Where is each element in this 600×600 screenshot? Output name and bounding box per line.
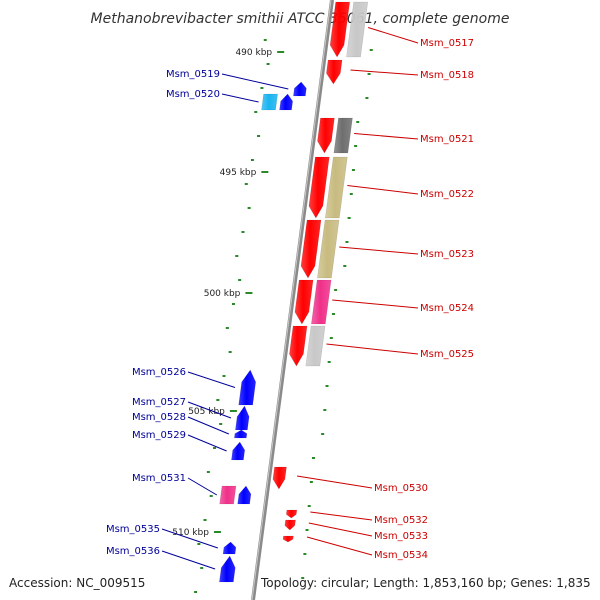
forward-gene-label[interactable]: Msm_0530	[374, 483, 428, 494]
forward-gene-label[interactable]: Msm_0521	[420, 134, 474, 145]
reverse-gene-label[interactable]: Msm_0527	[132, 397, 186, 408]
forward-gene-leader	[306, 536, 373, 556]
reverse-gene-arrow	[238, 369, 257, 406]
reverse-gene-label[interactable]: Msm_0519	[166, 69, 220, 80]
reverse-gene-leader	[161, 550, 216, 570]
reverse-gene-label[interactable]: Msm_0536	[106, 546, 160, 557]
genome-backbone-highlight	[251, 0, 332, 600]
forward-gene-leader	[354, 133, 419, 140]
forward-gene-label[interactable]: Msm_0525	[420, 349, 474, 360]
tick-label: 495 kbp	[220, 168, 257, 178]
reverse-gene-arrow	[231, 441, 246, 461]
genes	[219, 1, 369, 583]
forward-gene-label[interactable]: Msm_0533	[374, 531, 428, 542]
forward-gene-arrow	[272, 466, 287, 490]
reverse-gene-arrow	[233, 429, 248, 439]
forward-gene-leader	[347, 185, 419, 195]
forward-gene-arrow	[285, 509, 298, 519]
forward-gene-arrow	[326, 59, 343, 85]
forward-gene-leader	[367, 27, 419, 44]
tick-label: 505 kbp	[188, 407, 225, 417]
forward-gene-label[interactable]: Msm_0524	[420, 303, 474, 314]
reverse-gene-label[interactable]: Msm_0520	[166, 89, 220, 100]
reverse-gene-label[interactable]: Msm_0535	[106, 524, 160, 535]
accession-text: Accession: NC_009515	[9, 576, 145, 590]
forward-gene-arrow	[329, 1, 351, 58]
forward-gene-arrow	[317, 117, 335, 154]
reverse-gene-arrow	[293, 81, 307, 97]
reverse-gene-cog-box	[219, 485, 237, 505]
forward-gene-leader	[326, 343, 419, 355]
gene-labels: Msm_0517 Msm_0518 Msm_0521 Msm_0522 Msm_0523…	[106, 27, 474, 570]
forward-gene-cog-box	[310, 279, 332, 325]
forward-gene-label[interactable]: Msm_0534	[374, 550, 428, 561]
reverse-gene-leader	[187, 477, 218, 496]
forward-gene-label[interactable]: Msm_0523	[420, 249, 474, 260]
tick-marks: 490 kbp 495 kbp 500 kbp 505 kbp 510 kbp	[172, 39, 373, 593]
reverse-gene-leader	[187, 416, 230, 435]
forward-gene-label[interactable]: Msm_0518	[420, 70, 474, 81]
forward-gene-leader	[308, 522, 373, 537]
genome-backbone	[251, 0, 334, 600]
topology-text: Topology: circular; Length: 1,853,160 bp…	[260, 576, 591, 590]
reverse-gene-label[interactable]: Msm_0526	[132, 367, 186, 378]
reverse-gene-leader	[221, 93, 259, 103]
reverse-gene-arrow	[237, 485, 252, 505]
forward-gene-cog-box	[305, 325, 326, 367]
forward-gene-cog-box	[333, 117, 353, 154]
forward-gene-leader	[339, 246, 419, 255]
forward-gene-arrow	[308, 156, 330, 219]
forward-gene-cog-box	[346, 1, 369, 58]
forward-gene-leader	[350, 69, 419, 76]
reverse-gene-arrow	[279, 93, 293, 111]
forward-gene-arrow	[300, 219, 322, 279]
reverse-gene-arrow	[219, 555, 236, 583]
tick-label: 500 kbp	[204, 289, 241, 299]
reverse-gene-arrow	[235, 405, 250, 431]
reverse-gene-label[interactable]: Msm_0528	[132, 412, 186, 423]
reverse-gene-leader	[187, 371, 236, 388]
forward-gene-cog-box	[324, 156, 348, 219]
tick-label: 490 kbp	[235, 48, 272, 58]
reverse-gene-cog-box	[261, 93, 278, 111]
forward-gene-arrow	[284, 519, 296, 531]
tick-label: 510 kbp	[172, 528, 209, 538]
forward-gene-label[interactable]: Msm_0517	[420, 38, 474, 49]
forward-gene-label[interactable]: Msm_0522	[420, 189, 474, 200]
forward-gene-arrow	[282, 535, 294, 543]
forward-gene-label[interactable]: Msm_0532	[374, 515, 428, 526]
forward-gene-cog-box	[317, 219, 340, 279]
forward-gene-leader	[296, 475, 373, 489]
reverse-gene-leader	[221, 73, 289, 90]
forward-gene-leader	[332, 299, 419, 309]
reverse-gene-leader	[187, 401, 232, 419]
reverse-gene-leader	[161, 528, 219, 549]
reverse-gene-label[interactable]: Msm_0529	[132, 430, 186, 441]
reverse-gene-label[interactable]: Msm_0531	[132, 473, 186, 484]
reverse-gene-arrow	[222, 541, 237, 555]
reverse-gene-leader	[187, 434, 227, 452]
forward-gene-arrow	[294, 279, 314, 325]
map-title: Methanobrevibacter smithii ATCC 35061, c…	[91, 11, 510, 27]
forward-gene-arrow	[289, 325, 308, 367]
forward-gene-leader	[310, 511, 373, 521]
